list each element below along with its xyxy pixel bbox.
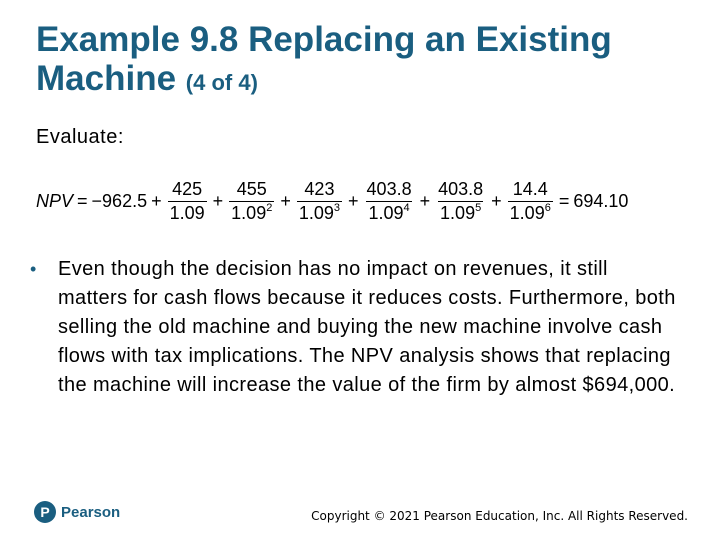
bullet-text: Even though the decision has no impact o… (58, 258, 676, 396)
equals-sign: = (558, 190, 570, 211)
fraction-denominator: 1.095 (438, 200, 484, 223)
fraction-denominator: 1.096 (507, 200, 553, 223)
fraction-term-6: 14.4 1.096 (507, 178, 553, 224)
fraction-numerator: 403.8 (438, 178, 484, 199)
initial-cash-flow: −962.5 (91, 190, 148, 211)
fraction-term-1: 425 1.09 (167, 178, 207, 224)
slide-title-part: (4 of 4) (185, 70, 258, 95)
pearson-logo: P Pearson (34, 501, 120, 523)
fraction-denominator: 1.09 (167, 200, 207, 223)
plus-sign: + (348, 190, 359, 211)
bullet-marker: • (30, 259, 37, 279)
plus-sign: + (280, 190, 291, 211)
slide-title-main: Example 9.8 Replacing an Existing Machin… (36, 20, 612, 98)
fraction-numerator: 403.8 (366, 178, 412, 199)
fraction-numerator: 425 (172, 178, 203, 199)
fraction-denominator: 1.092 (229, 200, 275, 223)
equals-sign: = (77, 190, 88, 211)
plus-sign: + (212, 190, 224, 211)
fraction-term-4: 403.8 1.094 (365, 179, 414, 224)
fraction-term-2: 455 1.092 (229, 178, 275, 224)
fraction-term-5: 403.8 1.095 (436, 179, 485, 224)
evaluate-label: Evaluate: (36, 126, 124, 148)
fraction-denominator: 1.094 (366, 200, 412, 223)
fraction-term-3: 423 1.093 (296, 178, 343, 224)
copyright-notice: Copyright © 2021 Pearson Education, Inc.… (311, 509, 688, 523)
bullet-item: • Even though the decision has no impact… (30, 255, 680, 400)
fraction-numerator: 455 (236, 178, 267, 199)
fraction-denominator: 1.093 (296, 200, 343, 223)
slide-title: Example 9.8 Replacing an Existing Machin… (36, 20, 696, 102)
npv-equation: NPV = −962.5 + 425 1.09 + 455 1.092 + 42… (36, 176, 628, 226)
pearson-logo-icon: P (34, 501, 56, 523)
plus-sign: + (419, 190, 431, 211)
npv-result: 694.10 (573, 190, 629, 211)
fraction-numerator: 423 (304, 178, 335, 199)
pearson-logo-text: Pearson (61, 503, 121, 521)
plus-sign: + (491, 190, 502, 211)
npv-symbol: NPV (36, 190, 74, 211)
fraction-numerator: 14.4 (512, 178, 548, 199)
plus-sign: + (151, 190, 162, 211)
